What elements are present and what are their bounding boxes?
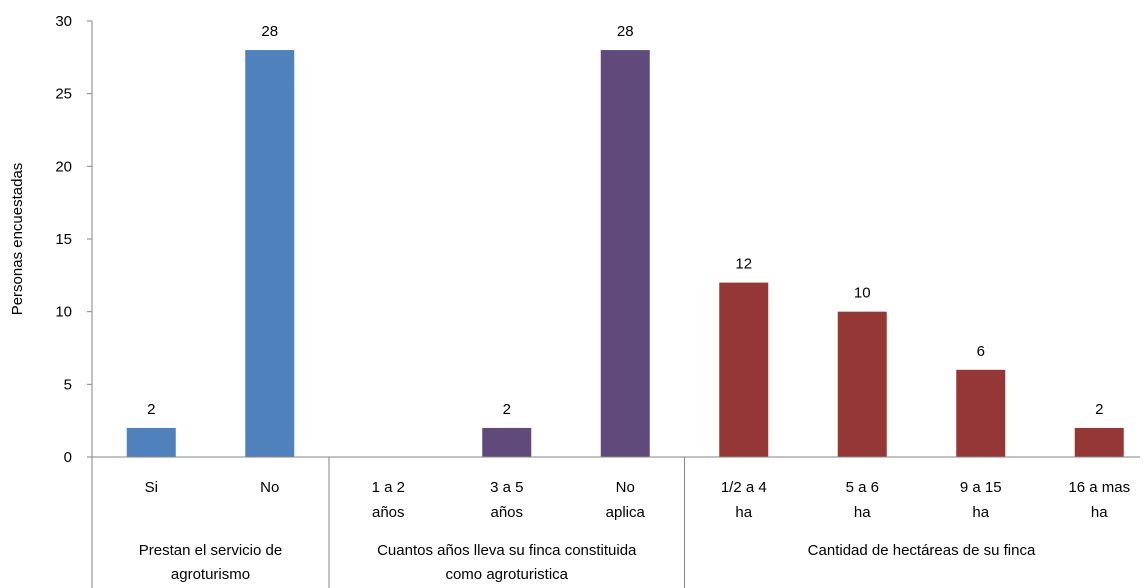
category-label: 1 a 2 [372,479,405,496]
data-label: 28 [617,23,634,40]
bar [956,370,1005,457]
category-label: 1/2 a 4 [721,479,767,496]
category-label: ha [854,504,871,521]
y-tick-label: 20 [55,158,72,175]
bar [719,283,768,457]
category-label: años [372,504,405,521]
category-label: ha [735,504,752,521]
bar [127,428,176,457]
category-label: No [260,479,279,496]
data-label: 2 [503,401,511,418]
group-label: Cantidad de hectáreas de su finca [808,542,1036,559]
bar [1075,428,1124,457]
category-label: años [490,504,523,521]
y-tick-label: 30 [55,13,72,30]
bar [838,312,887,457]
bar [245,50,294,457]
category-label: 9 a 15 [960,479,1002,496]
group-labels: Prestan el servicio de agroturismo Cuantos… [139,542,1036,583]
category-label: 5 a 6 [846,479,879,496]
category-label: ha [1091,504,1108,521]
group-label: agroturismo [171,566,250,583]
category-label: 16 a mas [1068,479,1130,496]
category-label: Si [145,479,158,496]
data-label: 28 [261,23,278,40]
y-tick-label: 5 [64,376,72,393]
category-label: No [616,479,635,496]
category-label: 3 a 5 [490,479,523,496]
data-label: 2 [147,401,155,418]
y-tick-label: 25 [55,86,72,103]
y-tick-label: 10 [55,304,72,321]
category-label: aplica [606,504,646,521]
group-label: Prestan el servicio de [139,542,282,559]
data-label: 6 [977,343,985,360]
category-label: ha [972,504,989,521]
category-labels: Si No 1 a 2 años 3 a 5 años No aplica 1/2 a 4 ha 5… [145,479,1131,521]
data-label: 2 [1095,401,1103,418]
y-axis-title: Personas encuestadas [9,163,26,316]
y-axis-ticks: 0 5 10 15 20 25 30 [55,13,92,466]
data-label: 10 [854,285,871,302]
group-label: Cuantos años lleva su finca constituida [377,542,637,559]
y-tick-label: 15 [55,231,72,248]
data-label: 12 [735,256,752,273]
group-label: como agroturistica [445,566,568,583]
bar [482,428,531,457]
bar [601,50,650,457]
y-tick-label: 0 [64,449,72,466]
bars [127,50,1124,457]
